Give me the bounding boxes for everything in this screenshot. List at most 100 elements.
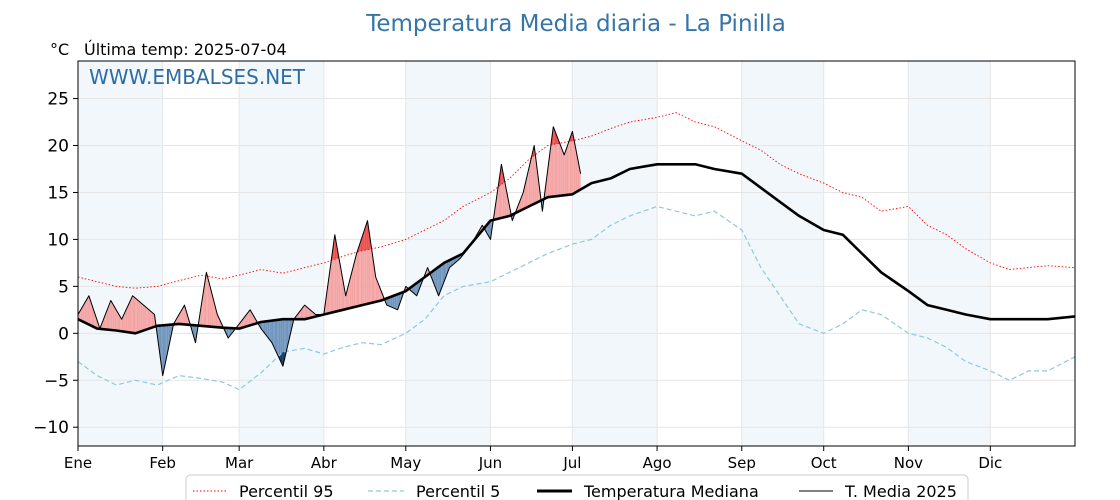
fill-above-median xyxy=(153,313,155,328)
fill-above-median xyxy=(123,313,125,332)
y-tick-label: −10 xyxy=(33,418,69,438)
fill-above-median xyxy=(88,295,91,326)
fill-above-median xyxy=(109,300,111,330)
fill-above-median xyxy=(561,147,563,196)
x-tick-label-abr: Abr xyxy=(311,454,338,472)
fill-below-median xyxy=(286,319,289,349)
fill-above-median xyxy=(106,307,109,330)
fill-above-median xyxy=(353,258,356,308)
fill-above-median xyxy=(308,308,311,319)
fill-above-median xyxy=(205,272,207,327)
x-tick-label-ago: Ago xyxy=(643,454,672,472)
fill-below-median xyxy=(444,262,446,282)
fill-above-median xyxy=(336,242,338,312)
y-tick-label: 15 xyxy=(47,183,69,203)
fill-above-median xyxy=(114,307,117,331)
fill-above-median xyxy=(527,168,529,208)
fill-above-median xyxy=(247,311,249,327)
fill-above-median xyxy=(532,145,535,205)
fill-below-median xyxy=(269,320,271,341)
fill-below-median xyxy=(280,319,282,364)
fill-below-median xyxy=(161,325,163,376)
fill-above-median xyxy=(348,279,350,309)
fill-above-median xyxy=(135,298,137,334)
month-band-may xyxy=(405,61,491,446)
fill-below-median xyxy=(386,297,389,306)
fill-above-median xyxy=(210,288,212,327)
fill-above-median xyxy=(105,311,107,330)
fill-above-median xyxy=(355,253,357,307)
fill-above-median xyxy=(138,300,140,333)
watermark: WWW.EMBALSES.NET xyxy=(89,65,306,89)
fill-below-median xyxy=(228,327,230,339)
fill-above-median xyxy=(248,309,251,326)
fill-above-median xyxy=(373,258,375,303)
month-band-sep xyxy=(741,61,824,446)
fill-above-median xyxy=(82,305,84,322)
fill-above-median xyxy=(183,305,185,325)
fill-above-median xyxy=(524,180,526,209)
fill-above-median xyxy=(211,293,214,327)
fill-above-median xyxy=(110,300,113,331)
fill-above-median xyxy=(146,307,148,330)
fill-above-p95 xyxy=(553,126,555,145)
fill-below-median xyxy=(435,267,438,293)
fill-below-median xyxy=(165,324,167,363)
fill-below-median xyxy=(262,321,264,333)
fill-above-median xyxy=(116,309,118,331)
legend: Percentil 95 Percentil 5 Temperatura Med… xyxy=(185,474,969,500)
fill-above-median xyxy=(337,249,339,312)
fill-below-median xyxy=(158,325,160,356)
fill-below-median xyxy=(265,321,267,336)
fill-above-median xyxy=(340,265,342,311)
fill-above-median xyxy=(370,239,372,304)
fill-above-median xyxy=(113,305,115,331)
series-line-current xyxy=(77,126,582,377)
fill-below-median xyxy=(271,320,274,346)
fill-below-median xyxy=(487,222,490,238)
fill-above-median xyxy=(83,302,85,323)
fill-above-median xyxy=(338,257,341,311)
fill-above-median xyxy=(554,130,557,197)
fill-above-median xyxy=(556,133,558,197)
fill-above-median xyxy=(301,306,304,320)
fill-below-median xyxy=(166,324,169,357)
fill-below-median xyxy=(289,319,292,337)
fill-below-median xyxy=(389,296,391,307)
x-tick-label-jun: Jun xyxy=(478,454,502,472)
y-tick-label: 0 xyxy=(58,324,69,344)
fill-above-median xyxy=(143,305,145,331)
fill-below-median xyxy=(278,319,281,361)
legend-item-current: T. Media 2025 xyxy=(799,482,957,500)
fill-above-median xyxy=(311,311,313,318)
fill-above-median xyxy=(303,305,305,320)
series-line-p95 xyxy=(77,112,1076,289)
fill-above-median xyxy=(549,147,551,198)
fill-above-median xyxy=(575,145,577,193)
y-axis: 25 20 15 10 5 0 −5 −10 xyxy=(33,90,78,438)
fill-above-p95 xyxy=(359,241,361,252)
last-temp-label: Última temp: 2025-07-04 xyxy=(84,40,287,59)
fill-above-median xyxy=(534,145,536,204)
fill-above-median xyxy=(213,298,215,327)
fill-above-median xyxy=(147,308,150,330)
fill-above-median xyxy=(371,248,374,303)
fill-above-median xyxy=(576,152,578,192)
month-band-ene xyxy=(78,61,163,446)
fill-above-median xyxy=(133,296,136,334)
fill-above-median xyxy=(357,245,360,307)
series-line-median xyxy=(77,163,1076,335)
x-tick-label-sep: Sep xyxy=(728,454,756,472)
fill-above-median xyxy=(571,131,573,195)
y-tick-label: −5 xyxy=(44,371,69,391)
legend-label-median: Temperatura Mediana xyxy=(583,482,759,500)
fill-above-median xyxy=(108,303,110,330)
x-tick-label-jul: Jul xyxy=(562,454,581,472)
fill-above-median xyxy=(112,302,114,331)
fill-above-median xyxy=(95,316,98,329)
fill-below-median xyxy=(393,295,395,309)
fill-above-median xyxy=(381,291,383,301)
fill-below-median xyxy=(273,320,275,349)
fill-above-median xyxy=(128,301,130,333)
